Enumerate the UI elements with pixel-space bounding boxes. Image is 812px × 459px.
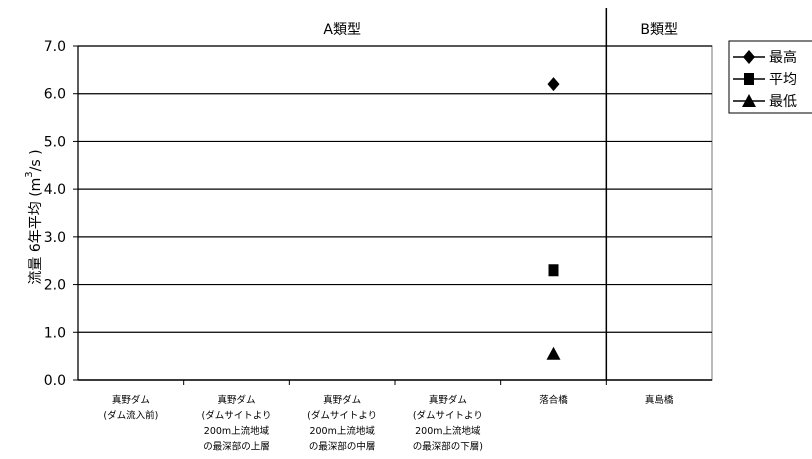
group-label: B類型 — [640, 22, 678, 38]
category-label-line: 真野ダム — [112, 394, 150, 406]
category-label-line: (ダム流入前) — [103, 410, 158, 422]
category-label-line: 200m上流地域 — [309, 425, 375, 437]
category-label-line: の最深部の中層 — [309, 441, 376, 453]
category-label-line: の最深部の上層 — [203, 441, 270, 453]
legend-marker-square — [744, 73, 754, 85]
category-label-line: (ダムサイトより — [201, 410, 271, 422]
category-label-line: の最深部の下層) — [413, 441, 483, 453]
data-point-diamond — [547, 77, 560, 92]
category-label-line: 真野ダム — [323, 394, 361, 406]
category-label-line: (ダムサイトより — [413, 410, 483, 422]
category-label-line: 落合橋 — [539, 394, 568, 406]
data-point-triangle — [546, 346, 561, 360]
category-label-line: 真野ダム — [429, 394, 467, 406]
y-tick-label: 0.0 — [44, 373, 66, 389]
category-label: 真野ダム (ダムサイトより 200m上流地域の最深部の上層 — [201, 394, 271, 453]
group-label: A類型 — [323, 22, 361, 38]
category-label-line: 真島橋 — [645, 394, 674, 406]
data-point-square — [548, 264, 559, 277]
category-label: 真野ダム (ダムサイトより 200m上流地域の最深部の下層) — [413, 394, 483, 453]
y-tick-label: 1.0 — [44, 325, 66, 341]
y-tick-label: 2.0 — [44, 278, 66, 294]
category-label: 真野ダム (ダムサイトより 200m上流地域の最深部の中層 — [307, 394, 377, 453]
y-axis-title: 流量 6年平均 (m3/s ) — [24, 149, 44, 284]
category-label-line: 200m上流地域 — [415, 425, 481, 437]
category-label: 落合橋 — [539, 394, 568, 406]
y-tick-label: 4.0 — [44, 182, 66, 198]
plot-area-frame — [77, 45, 713, 381]
category-label: 真野ダム (ダム流入前) — [103, 394, 158, 422]
y-tick-label: 5.0 — [44, 134, 66, 150]
category-label: 真島橋 — [645, 394, 674, 406]
legend-label: 最高 — [769, 49, 797, 66]
y-tick-label: 3.0 — [44, 230, 66, 246]
legend-label: 平均 — [769, 72, 797, 88]
category-label-line: 真野ダム — [217, 394, 255, 406]
legend-label: 最低 — [769, 94, 797, 110]
y-tick-label: 6.0 — [44, 87, 66, 103]
category-label-line: (ダムサイトより — [307, 410, 377, 422]
legend-marker-diamond — [743, 50, 755, 64]
category-label-line: 200m上流地域 — [204, 425, 270, 437]
legend-marker-triangle — [742, 94, 756, 107]
y-tick-label: 7.0 — [44, 39, 66, 55]
